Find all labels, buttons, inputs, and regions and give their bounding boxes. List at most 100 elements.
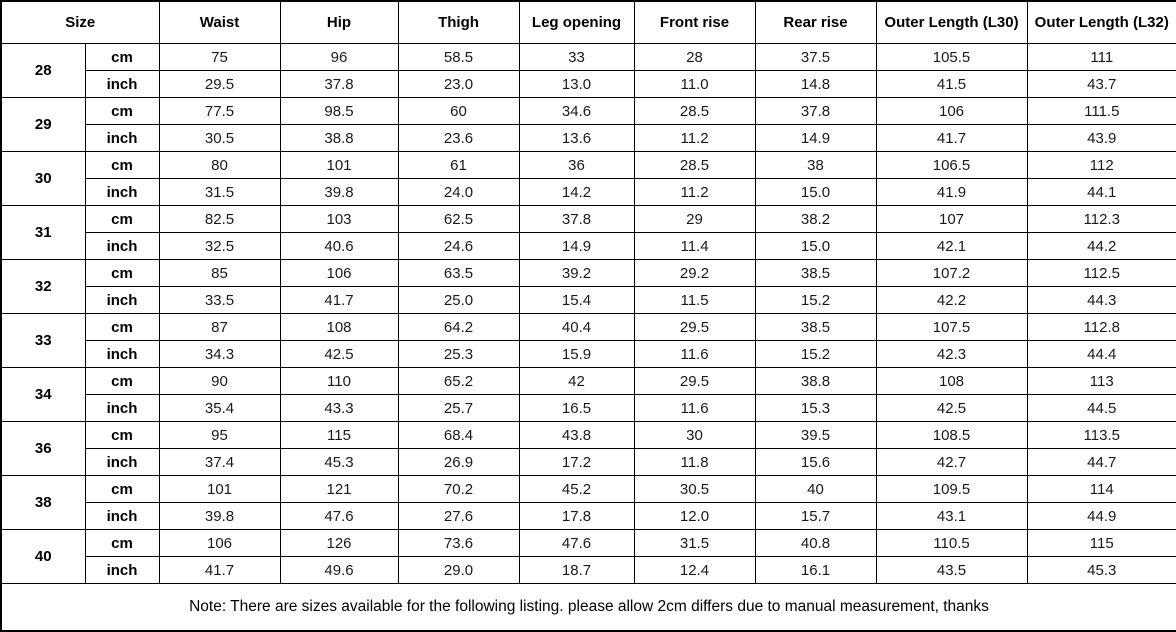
table-row: 40 cm 106 126 73.6 47.6 31.5 40.8 110.5 115 bbox=[0, 529, 1176, 584]
value-cell: 44.9 bbox=[1026, 502, 1176, 530]
value-cell: 103 bbox=[279, 205, 399, 233]
unit-cell: inch bbox=[84, 124, 160, 152]
value-cell: 14.9 bbox=[754, 124, 877, 152]
value-cell: 15.2 bbox=[754, 340, 877, 368]
value-cell: 24.0 bbox=[397, 178, 520, 206]
value-cell: 13.6 bbox=[518, 124, 635, 152]
header-cell: Thigh bbox=[397, 0, 520, 44]
value-cell: 29 bbox=[633, 205, 756, 233]
size-cell: 28 bbox=[0, 43, 86, 98]
value-cell: 108.5 bbox=[875, 421, 1028, 449]
header-cell: Rear rise bbox=[754, 0, 877, 44]
value-cell: 26.9 bbox=[397, 448, 520, 476]
value-cell: 111.5 bbox=[1026, 97, 1176, 125]
value-cell: 15.0 bbox=[754, 232, 877, 260]
value-cell: 106 bbox=[158, 529, 281, 557]
value-cell: 101 bbox=[279, 151, 399, 179]
unit-cell: cm bbox=[84, 313, 160, 341]
value-cell: 35.4 bbox=[158, 394, 281, 422]
value-cell: 41.9 bbox=[875, 178, 1028, 206]
value-cell: 30.5 bbox=[158, 124, 281, 152]
value-cell: 14.9 bbox=[518, 232, 635, 260]
value-cell: 17.2 bbox=[518, 448, 635, 476]
value-cell: 11.6 bbox=[633, 394, 756, 422]
value-cell: 43.3 bbox=[279, 394, 399, 422]
value-cell: 11.4 bbox=[633, 232, 756, 260]
value-cell: 25.0 bbox=[397, 286, 520, 314]
value-cell: 39.2 bbox=[518, 259, 635, 287]
value-cell: 43.9 bbox=[1026, 124, 1176, 152]
table-row: 38 cm 101 121 70.2 45.2 30.5 40 109.5 114 bbox=[0, 475, 1176, 530]
unit-cell: cm bbox=[84, 421, 160, 449]
value-cell: 40.8 bbox=[754, 529, 877, 557]
value-cell: 113 bbox=[1026, 367, 1176, 395]
value-cell: 15.2 bbox=[754, 286, 877, 314]
value-cell: 44.2 bbox=[1026, 232, 1176, 260]
value-cell: 39.5 bbox=[754, 421, 877, 449]
value-cell: 107 bbox=[875, 205, 1028, 233]
table-row: 31 cm 82.5 103 62.5 37.8 29 38.2 107 112.3 bbox=[0, 205, 1176, 260]
value-cell: 15.0 bbox=[754, 178, 877, 206]
value-cell: 29.5 bbox=[633, 367, 756, 395]
unit-cell: cm bbox=[84, 259, 160, 287]
value-cell: 45.3 bbox=[1026, 556, 1176, 584]
value-cell: 30.5 bbox=[633, 475, 756, 503]
value-cell: 16.1 bbox=[754, 556, 877, 584]
value-cell: 28.5 bbox=[633, 151, 756, 179]
value-cell: 18.7 bbox=[518, 556, 635, 584]
value-cell: 47.6 bbox=[279, 502, 399, 530]
size-cell: 33 bbox=[0, 313, 86, 368]
value-cell: 40 bbox=[754, 475, 877, 503]
value-cell: 43.7 bbox=[1026, 70, 1176, 98]
value-cell: 44.4 bbox=[1026, 340, 1176, 368]
value-cell: 95 bbox=[158, 421, 281, 449]
header-cell: Waist bbox=[158, 0, 281, 44]
value-cell: 42 bbox=[518, 367, 635, 395]
value-cell: 43.5 bbox=[875, 556, 1028, 584]
value-cell: 106.5 bbox=[875, 151, 1028, 179]
value-cell: 65.2 bbox=[397, 367, 520, 395]
unit-cell: cm bbox=[84, 367, 160, 395]
unit-cell: inch bbox=[84, 286, 160, 314]
value-cell: 44.1 bbox=[1026, 178, 1176, 206]
value-cell: 44.3 bbox=[1026, 286, 1176, 314]
value-cell: 11.2 bbox=[633, 124, 756, 152]
unit-cell: inch bbox=[84, 340, 160, 368]
value-cell: 11.0 bbox=[633, 70, 756, 98]
value-cell: 11.2 bbox=[633, 178, 756, 206]
size-cell: 31 bbox=[0, 205, 86, 260]
value-cell: 31.5 bbox=[158, 178, 281, 206]
value-cell: 25.3 bbox=[397, 340, 520, 368]
value-cell: 112.5 bbox=[1026, 259, 1176, 287]
value-cell: 107.2 bbox=[875, 259, 1028, 287]
value-cell: 61 bbox=[397, 151, 520, 179]
note-text: Note: There are sizes available for the … bbox=[0, 583, 1176, 632]
value-cell: 112.8 bbox=[1026, 313, 1176, 341]
value-cell: 107.5 bbox=[875, 313, 1028, 341]
value-cell: 110 bbox=[279, 367, 399, 395]
value-cell: 73.6 bbox=[397, 529, 520, 557]
unit-cell: inch bbox=[84, 178, 160, 206]
value-cell: 23.0 bbox=[397, 70, 520, 98]
value-cell: 62.5 bbox=[397, 205, 520, 233]
value-cell: 33.5 bbox=[158, 286, 281, 314]
value-cell: 11.8 bbox=[633, 448, 756, 476]
size-cell: 34 bbox=[0, 367, 86, 422]
value-cell: 14.2 bbox=[518, 178, 635, 206]
value-cell: 39.8 bbox=[158, 502, 281, 530]
value-cell: 15.3 bbox=[754, 394, 877, 422]
value-cell: 43.1 bbox=[875, 502, 1028, 530]
header-cell: Hip bbox=[279, 0, 399, 44]
value-cell: 41.7 bbox=[279, 286, 399, 314]
size-cell: 38 bbox=[0, 475, 86, 530]
value-cell: 30 bbox=[633, 421, 756, 449]
unit-cell: inch bbox=[84, 448, 160, 476]
table-body: 28 cm 75 96 58.5 33 28 37.5 105.5 111 inch 29.5 37.8… bbox=[0, 43, 1176, 584]
header-cell: Front rise bbox=[633, 0, 756, 44]
value-cell: 12.0 bbox=[633, 502, 756, 530]
value-cell: 11.5 bbox=[633, 286, 756, 314]
unit-cell: inch bbox=[84, 502, 160, 530]
value-cell: 14.8 bbox=[754, 70, 877, 98]
value-cell: 29.5 bbox=[633, 313, 756, 341]
